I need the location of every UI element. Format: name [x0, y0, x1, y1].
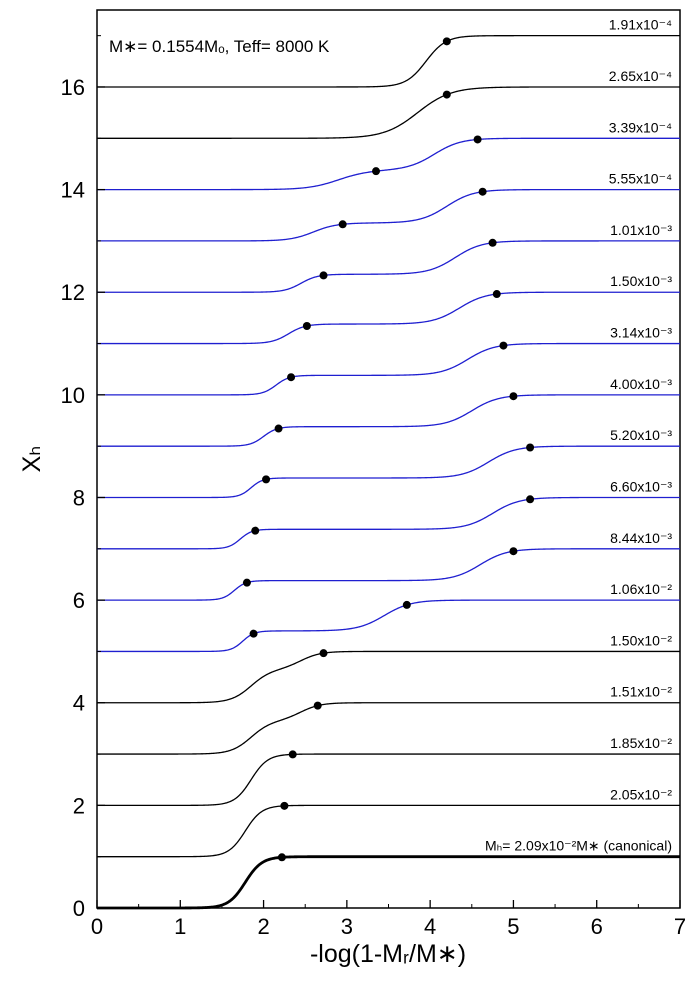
data-point-6-0: [287, 373, 296, 382]
y-tick-label-1: 2: [73, 793, 85, 818]
curve-label-2: 3.39x10⁻⁴: [609, 119, 672, 135]
series-line-15: [97, 804, 680, 858]
curve-label-11: 1.06x10⁻²: [610, 581, 672, 597]
curve-label-1: 2.65x10⁻⁴: [609, 68, 672, 84]
data-point-4-1: [488, 238, 497, 247]
data-point-16-0: [277, 853, 286, 862]
y-tick-label-0: 0: [73, 896, 85, 921]
curve-label-0: 1.91x10⁻⁴: [609, 17, 672, 33]
series-line-16: [97, 855, 680, 910]
data-point-13-0: [313, 701, 322, 710]
data-point-3-0: [338, 220, 347, 229]
mass-teff-annotation: M∗= 0.1554Mₒ, Teff= 8000 K: [109, 37, 330, 56]
curves: [97, 35, 680, 910]
x-axis-title: -log(1-Mᵣ/M∗): [310, 940, 466, 968]
y-tick-label-8: 16: [61, 75, 85, 100]
x-tick-label-0: 0: [91, 914, 103, 939]
curve-label-15: 2.05x10⁻²: [610, 786, 672, 802]
series-line-10: [97, 548, 680, 601]
data-point-7-1: [509, 392, 518, 401]
y-ticks: 0 2 4 6 8 10 12 14 16: [61, 35, 105, 921]
curve-labels: 1.91x10⁻⁴ 2.65x10⁻⁴ 3.39x10⁻⁴ 5.55x10⁻⁴ 1.01…: [485, 17, 672, 854]
data-point-8-1: [526, 443, 535, 452]
markers: [242, 37, 535, 862]
data-point-15-0: [280, 801, 289, 810]
data-point-2-1: [473, 135, 482, 144]
data-point-11-1: [402, 600, 411, 609]
series-line-6: [97, 342, 680, 396]
x-tick-label-6: 6: [591, 914, 603, 939]
series-line-1: [97, 86, 680, 139]
data-point-9-0: [251, 526, 260, 535]
series-line-14: [97, 753, 680, 807]
x-tick-label-4: 4: [424, 914, 436, 939]
data-point-10-0: [242, 578, 251, 587]
plot-frame: [96, 9, 681, 909]
series-line-3: [97, 188, 680, 242]
series-line-0: [97, 35, 680, 88]
data-point-0-0: [442, 37, 451, 46]
series-line-2: [97, 137, 680, 191]
x-ticks: 0 1 2 3 4 5 6 7: [91, 900, 686, 939]
y-axis-title: Xₕ: [18, 446, 46, 473]
curve-label-10: 8.44x10⁻³: [610, 530, 672, 546]
data-point-5-1: [492, 290, 501, 299]
y-tick-label-5: 10: [61, 383, 85, 408]
x-tick-label-1: 1: [174, 914, 186, 939]
curve-label-6: 3.14x10⁻³: [610, 325, 672, 341]
curve-label-9: 6.60x10⁻³: [610, 478, 672, 494]
x-tick-label-5: 5: [507, 914, 519, 939]
x-tick-label-3: 3: [341, 914, 353, 939]
y-tick-label-3: 6: [73, 588, 85, 613]
curve-label-14: 1.85x10⁻²: [610, 735, 672, 751]
series-line-9: [97, 496, 680, 550]
series-line-5: [97, 291, 680, 345]
series-line-13: [97, 702, 680, 755]
y-tick-label-6: 12: [61, 280, 85, 305]
data-point-1-0: [442, 90, 451, 99]
data-point-2-0: [372, 167, 381, 176]
curve-label-5: 1.50x10⁻³: [610, 273, 672, 289]
data-point-12-0: [319, 649, 328, 658]
series-line-11: [97, 599, 680, 653]
data-point-9-1: [526, 495, 535, 504]
curve-label-3: 5.55x10⁻⁴: [609, 171, 672, 187]
curve-label-7: 4.00x10⁻³: [610, 376, 672, 392]
series-line-4: [97, 240, 680, 293]
data-point-3-1: [478, 187, 487, 196]
y-tick-label-4: 8: [73, 485, 85, 510]
data-point-11-0: [249, 629, 258, 638]
x-tick-label-7: 7: [674, 914, 686, 939]
curve-label-8: 5.20x10⁻³: [610, 427, 672, 443]
data-point-6-1: [499, 341, 508, 350]
curve-label-4: 1.01x10⁻³: [610, 222, 672, 238]
data-point-4-0: [319, 271, 328, 280]
curve-label-16: Mₕ= 2.09x10⁻²M∗ (canonical): [485, 838, 672, 854]
y-tick-label-2: 4: [73, 691, 85, 716]
x-tick-label-2: 2: [257, 914, 269, 939]
series-line-7: [97, 394, 680, 447]
curve-label-13: 1.51x10⁻²: [610, 684, 672, 700]
series-line-8: [97, 445, 680, 499]
curve-label-12: 1.50x10⁻²: [610, 632, 672, 648]
data-point-5-0: [302, 321, 311, 330]
data-point-8-0: [262, 475, 271, 484]
y-tick-label-7: 14: [61, 178, 85, 203]
data-point-10-1: [509, 547, 518, 556]
data-point-7-0: [274, 424, 283, 433]
data-point-14-0: [288, 750, 297, 759]
series-line-12: [97, 650, 680, 704]
